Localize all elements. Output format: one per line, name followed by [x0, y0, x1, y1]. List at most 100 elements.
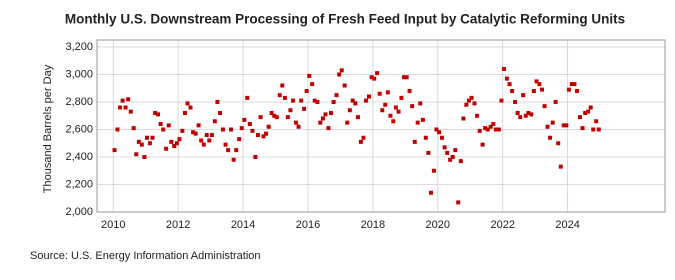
source-note: Source: U.S. Energy Information Administ…	[30, 250, 261, 262]
point	[377, 91, 382, 96]
point	[158, 122, 163, 126]
x-tick-label: 2014	[231, 219, 255, 231]
point	[423, 135, 428, 140]
point	[264, 131, 269, 136]
point	[380, 108, 385, 113]
point	[586, 109, 591, 114]
point	[226, 148, 231, 153]
point	[339, 68, 344, 73]
point	[504, 76, 509, 81]
point	[448, 157, 453, 162]
point	[304, 89, 309, 93]
point	[166, 123, 171, 128]
point	[415, 120, 420, 125]
point	[583, 111, 588, 115]
point	[577, 115, 582, 120]
y-tick-label: 3,000	[65, 68, 93, 80]
point	[453, 148, 458, 153]
point	[215, 100, 220, 104]
point	[440, 135, 445, 140]
point	[410, 104, 415, 109]
point	[510, 89, 515, 93]
point	[588, 105, 593, 110]
point	[250, 128, 255, 133]
point	[388, 113, 393, 118]
point	[126, 97, 131, 102]
point	[337, 72, 342, 77]
point	[180, 128, 185, 133]
point	[182, 111, 187, 115]
point	[199, 138, 204, 143]
point	[545, 124, 550, 129]
point	[196, 123, 201, 128]
point	[258, 115, 263, 120]
point	[480, 142, 485, 147]
point	[496, 127, 501, 132]
point	[531, 89, 536, 93]
point	[569, 82, 574, 87]
point	[172, 144, 177, 148]
point	[542, 104, 547, 109]
x-tick-label: 2016	[296, 219, 320, 231]
point	[323, 112, 328, 117]
point	[472, 101, 477, 106]
point	[144, 135, 149, 140]
point	[280, 83, 285, 88]
point	[242, 117, 247, 122]
point	[220, 127, 225, 132]
x-tick-label: 2010	[101, 219, 125, 231]
point	[231, 157, 236, 162]
point	[115, 127, 120, 132]
point	[513, 100, 518, 104]
point	[564, 123, 569, 128]
x-tick-label: 2024	[555, 219, 579, 231]
point	[177, 137, 182, 142]
point	[255, 133, 260, 137]
point	[128, 109, 133, 114]
point	[147, 141, 152, 146]
point	[358, 139, 363, 144]
point	[488, 124, 493, 129]
point	[491, 122, 496, 126]
point	[315, 100, 320, 104]
point	[277, 93, 282, 98]
point	[450, 155, 455, 159]
point	[518, 115, 523, 120]
chart-title: Monthly U.S. Downstream Processing of Fr…	[65, 12, 625, 27]
point	[174, 141, 179, 146]
point	[218, 111, 223, 115]
point	[426, 150, 431, 155]
point	[596, 127, 601, 132]
point	[558, 164, 563, 169]
point	[253, 155, 258, 159]
point	[355, 115, 360, 120]
point	[407, 89, 412, 93]
point	[142, 155, 147, 159]
point	[331, 100, 336, 104]
point	[580, 126, 585, 131]
point	[566, 87, 571, 92]
point	[288, 108, 293, 113]
point	[274, 115, 279, 120]
point	[521, 93, 526, 98]
point	[285, 115, 290, 120]
y-tick-label: 2,400	[65, 151, 93, 163]
point	[320, 116, 325, 121]
point	[548, 135, 553, 140]
point	[575, 89, 580, 93]
point	[556, 141, 561, 146]
point	[282, 95, 287, 100]
point	[201, 142, 206, 147]
point	[237, 137, 242, 142]
point	[169, 139, 174, 144]
y-tick-label: 2,000	[65, 206, 93, 218]
point	[502, 67, 507, 71]
point	[266, 124, 271, 129]
point	[212, 119, 217, 124]
point	[261, 134, 266, 139]
point	[458, 159, 463, 164]
point	[209, 133, 214, 137]
point	[136, 139, 141, 144]
point	[150, 135, 155, 140]
